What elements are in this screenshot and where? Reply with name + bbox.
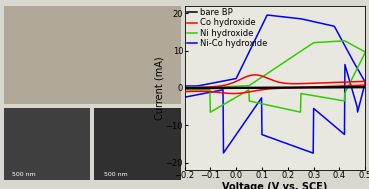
Y-axis label: Current (mA): Current (mA) [154,56,164,120]
Bar [4,6,181,104]
Bar [94,108,181,180]
Legend: bare BP, Co hydroxide, Ni hydroxide, Ni-Co hydroxide: bare BP, Co hydroxide, Ni hydroxide, Ni-… [186,7,268,49]
Text: 500 nm: 500 nm [12,172,36,177]
X-axis label: Voltage (V vs. SCE): Voltage (V vs. SCE) [222,182,328,189]
Bar [4,108,90,180]
Text: 500 nm: 500 nm [104,172,128,177]
